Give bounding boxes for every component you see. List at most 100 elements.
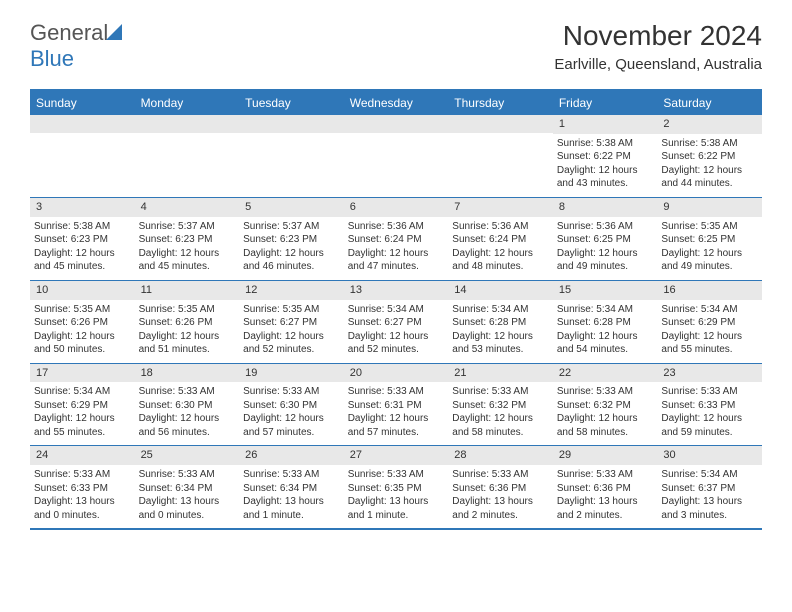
sunset-line: Sunset: 6:35 PM: [348, 482, 445, 496]
day-cell: 8Sunrise: 5:36 AMSunset: 6:25 PMDaylight…: [553, 198, 658, 280]
week-row: 17Sunrise: 5:34 AMSunset: 6:29 PMDayligh…: [30, 363, 762, 446]
week-row: 1Sunrise: 5:38 AMSunset: 6:22 PMDaylight…: [30, 115, 762, 197]
sunrise-line: Sunrise: 5:33 AM: [139, 468, 236, 482]
sunset-line: Sunset: 6:23 PM: [243, 233, 340, 247]
day-cell: 12Sunrise: 5:35 AMSunset: 6:27 PMDayligh…: [239, 281, 344, 363]
sunrise-line: Sunrise: 5:34 AM: [452, 303, 549, 317]
daylight-line: Daylight: 12 hours and 54 minutes.: [557, 330, 654, 357]
day-cell: 3Sunrise: 5:38 AMSunset: 6:23 PMDaylight…: [30, 198, 135, 280]
sunrise-line: Sunrise: 5:34 AM: [34, 385, 131, 399]
daylight-line: Daylight: 13 hours and 3 minutes.: [661, 495, 758, 522]
sunrise-line: Sunrise: 5:33 AM: [243, 385, 340, 399]
day-cell: 26Sunrise: 5:33 AMSunset: 6:34 PMDayligh…: [239, 446, 344, 528]
daylight-line: Daylight: 12 hours and 58 minutes.: [452, 412, 549, 439]
sunrise-line: Sunrise: 5:38 AM: [557, 137, 654, 151]
day-number: 17: [30, 364, 135, 383]
day-cell: 10Sunrise: 5:35 AMSunset: 6:26 PMDayligh…: [30, 281, 135, 363]
sunset-line: Sunset: 6:26 PM: [34, 316, 131, 330]
day-cell: 30Sunrise: 5:34 AMSunset: 6:37 PMDayligh…: [657, 446, 762, 528]
day-number: 4: [135, 198, 240, 217]
sunrise-line: Sunrise: 5:33 AM: [452, 385, 549, 399]
daylight-line: Daylight: 12 hours and 55 minutes.: [34, 412, 131, 439]
daylight-line: Daylight: 12 hours and 58 minutes.: [557, 412, 654, 439]
week-row: 10Sunrise: 5:35 AMSunset: 6:26 PMDayligh…: [30, 280, 762, 363]
day-number: 6: [344, 198, 449, 217]
day-cell: [135, 115, 240, 197]
day-cell: 29Sunrise: 5:33 AMSunset: 6:36 PMDayligh…: [553, 446, 658, 528]
day-number: 29: [553, 446, 658, 465]
daylight-line: Daylight: 12 hours and 59 minutes.: [661, 412, 758, 439]
empty-day-bar: [30, 115, 135, 133]
day-number: 23: [657, 364, 762, 383]
daylight-line: Daylight: 12 hours and 45 minutes.: [34, 247, 131, 274]
day-cell: 6Sunrise: 5:36 AMSunset: 6:24 PMDaylight…: [344, 198, 449, 280]
calendar: SundayMondayTuesdayWednesdayThursdayFrid…: [30, 89, 762, 530]
weekday-header: Tuesday: [239, 91, 344, 115]
day-number: 26: [239, 446, 344, 465]
sunrise-line: Sunrise: 5:33 AM: [243, 468, 340, 482]
day-number: 10: [30, 281, 135, 300]
day-cell: [344, 115, 449, 197]
sunrise-line: Sunrise: 5:35 AM: [139, 303, 236, 317]
daylight-line: Daylight: 12 hours and 49 minutes.: [661, 247, 758, 274]
daylight-line: Daylight: 12 hours and 44 minutes.: [661, 164, 758, 191]
day-cell: 1 Sunrise: 5:38 AMSunset: 6:22 PMDaylight…: [553, 115, 658, 197]
daylight-line: Daylight: 12 hours and 46 minutes.: [243, 247, 340, 274]
day-cell: 21Sunrise: 5:33 AMSunset: 6:32 PMDayligh…: [448, 364, 553, 446]
sunrise-line: Sunrise: 5:34 AM: [557, 303, 654, 317]
day-number: 16: [657, 281, 762, 300]
sunset-line: Sunset: 6:33 PM: [661, 399, 758, 413]
empty-day-bar: [135, 115, 240, 133]
weekday-header: Thursday: [448, 91, 553, 115]
empty-day-bar: [448, 115, 553, 133]
sunset-line: Sunset: 6:25 PM: [661, 233, 758, 247]
day-number: 18: [135, 364, 240, 383]
sunrise-line: Sunrise: 5:33 AM: [34, 468, 131, 482]
day-number: 2: [657, 115, 762, 134]
sunrise-line: Sunrise: 5:34 AM: [348, 303, 445, 317]
sunset-line: Sunset: 6:36 PM: [452, 482, 549, 496]
empty-day-bar: [239, 115, 344, 133]
sunset-line: Sunset: 6:29 PM: [661, 316, 758, 330]
day-cell: 17 Sunrise: 5:34 AMSunset: 6:29 PMDayligh…: [30, 364, 135, 446]
sunset-line: Sunset: 6:29 PM: [34, 399, 131, 413]
day-number: 1: [553, 115, 658, 134]
daylight-line: Daylight: 12 hours and 45 minutes.: [139, 247, 236, 274]
sunset-line: Sunset: 6:23 PM: [34, 233, 131, 247]
day-number: 20: [344, 364, 449, 383]
sunrise-line: Sunrise: 5:38 AM: [34, 220, 131, 234]
sunset-line: Sunset: 6:22 PM: [557, 150, 654, 164]
sunset-line: Sunset: 6:23 PM: [139, 233, 236, 247]
day-cell: 2Sunrise: 5:38 AMSunset: 6:22 PMDaylight…: [657, 115, 762, 197]
daylight-line: Daylight: 12 hours and 55 minutes.: [661, 330, 758, 357]
logo: GeneralBlue: [30, 20, 126, 72]
sunrise-line: Sunrise: 5:38 AM: [661, 137, 758, 151]
daylight-line: Daylight: 12 hours and 50 minutes.: [34, 330, 131, 357]
day-cell: 16Sunrise: 5:34 AMSunset: 6:29 PMDayligh…: [657, 281, 762, 363]
day-cell: 7Sunrise: 5:36 AMSunset: 6:24 PMDaylight…: [448, 198, 553, 280]
weekday-header: Sunday: [30, 91, 135, 115]
sunset-line: Sunset: 6:27 PM: [348, 316, 445, 330]
logo-sail-icon: [106, 20, 126, 46]
weekday-header-row: SundayMondayTuesdayWednesdayThursdayFrid…: [30, 91, 762, 115]
daylight-line: Daylight: 12 hours and 47 minutes.: [348, 247, 445, 274]
day-cell: 23Sunrise: 5:33 AMSunset: 6:33 PMDayligh…: [657, 364, 762, 446]
sunset-line: Sunset: 6:27 PM: [243, 316, 340, 330]
sunrise-line: Sunrise: 5:36 AM: [557, 220, 654, 234]
sunset-line: Sunset: 6:31 PM: [348, 399, 445, 413]
empty-day-bar: [344, 115, 449, 133]
sunset-line: Sunset: 6:36 PM: [557, 482, 654, 496]
header: GeneralBlue November 2024 Earlville, Que…: [0, 0, 792, 81]
week-row: 3Sunrise: 5:38 AMSunset: 6:23 PMDaylight…: [30, 197, 762, 280]
logo-text: GeneralBlue: [30, 20, 126, 72]
daylight-line: Daylight: 12 hours and 57 minutes.: [243, 412, 340, 439]
day-number: 27: [344, 446, 449, 465]
sunset-line: Sunset: 6:28 PM: [557, 316, 654, 330]
sunrise-line: Sunrise: 5:33 AM: [557, 385, 654, 399]
sunrise-line: Sunrise: 5:35 AM: [661, 220, 758, 234]
daylight-line: Daylight: 12 hours and 43 minutes.: [557, 164, 654, 191]
daylight-line: Daylight: 12 hours and 57 minutes.: [348, 412, 445, 439]
day-cell: 22Sunrise: 5:33 AMSunset: 6:32 PMDayligh…: [553, 364, 658, 446]
sunrise-line: Sunrise: 5:33 AM: [348, 468, 445, 482]
day-cell: 4Sunrise: 5:37 AMSunset: 6:23 PMDaylight…: [135, 198, 240, 280]
